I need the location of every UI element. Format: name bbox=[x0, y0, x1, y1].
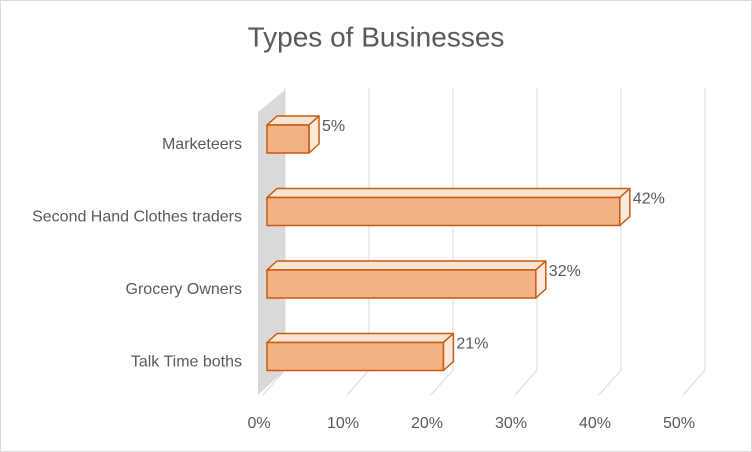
grid-line bbox=[598, 88, 622, 396]
x-tick-label: 50% bbox=[663, 415, 695, 432]
side-wall bbox=[258, 90, 285, 395]
bar bbox=[266, 332, 455, 372]
bar-top bbox=[266, 187, 631, 199]
x-tick-label: 40% bbox=[579, 415, 611, 432]
y-tick-label: Talk Time boths bbox=[131, 354, 242, 371]
bar-front bbox=[266, 124, 310, 154]
grid-line bbox=[430, 88, 454, 396]
value-label: 21% bbox=[456, 336, 488, 353]
x-tick-label: 30% bbox=[495, 415, 527, 432]
bar bbox=[266, 115, 320, 154]
bar-front bbox=[266, 341, 445, 372]
y-tick-label: Grocery Owners bbox=[126, 281, 242, 298]
value-label: 5% bbox=[322, 118, 345, 135]
grid-line bbox=[514, 88, 538, 396]
bar-top bbox=[266, 260, 547, 271]
value-label: 32% bbox=[549, 263, 581, 280]
bar-front bbox=[266, 269, 537, 299]
y-tick-label: Marketeers bbox=[162, 136, 242, 153]
grid-line bbox=[682, 88, 706, 396]
x-tick-label: 10% bbox=[327, 415, 359, 432]
x-tick-label: 0% bbox=[247, 415, 270, 432]
y-tick-label: Second Hand Clothes traders bbox=[32, 209, 242, 226]
bar-front bbox=[266, 196, 621, 227]
x-tick-label: 20% bbox=[411, 415, 443, 432]
bar bbox=[266, 187, 631, 227]
bar bbox=[266, 260, 547, 299]
bar-top bbox=[266, 332, 455, 344]
chart-title: Types of Businesses bbox=[248, 21, 505, 52]
value-label: 42% bbox=[633, 191, 665, 208]
